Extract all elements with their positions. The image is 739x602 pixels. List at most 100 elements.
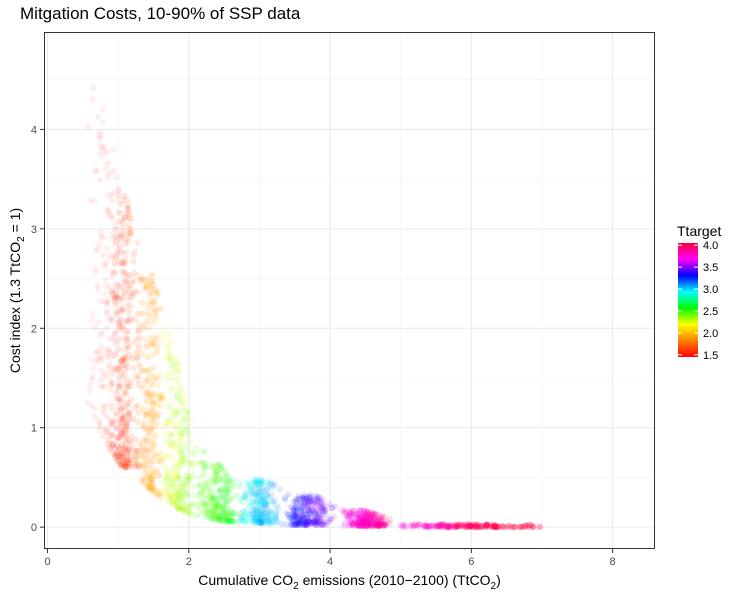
data-point bbox=[124, 399, 131, 406]
data-point bbox=[139, 442, 146, 450]
data-point bbox=[221, 481, 229, 488]
data-point bbox=[499, 523, 506, 531]
data-point bbox=[372, 514, 380, 521]
data-point bbox=[211, 511, 218, 519]
data-point bbox=[107, 431, 115, 438]
data-point bbox=[118, 430, 125, 437]
data-point bbox=[110, 451, 117, 458]
data-point bbox=[209, 516, 216, 523]
data-point bbox=[103, 308, 110, 315]
data-point bbox=[356, 515, 364, 522]
data-point bbox=[91, 198, 99, 205]
data-point bbox=[191, 450, 198, 457]
data-point bbox=[353, 514, 361, 522]
data-point bbox=[356, 522, 363, 529]
data-point bbox=[128, 279, 136, 287]
data-point bbox=[357, 516, 364, 523]
data-point bbox=[379, 520, 386, 528]
data-point bbox=[258, 497, 266, 504]
data-point bbox=[146, 473, 154, 481]
data-point bbox=[125, 351, 132, 359]
data-point bbox=[132, 456, 139, 463]
data-point bbox=[143, 398, 150, 405]
data-point bbox=[354, 522, 361, 529]
data-point bbox=[266, 518, 273, 525]
data-point bbox=[413, 521, 421, 528]
data-point bbox=[147, 465, 155, 473]
data-point bbox=[141, 325, 148, 332]
data-point bbox=[492, 523, 500, 530]
data-point bbox=[518, 523, 526, 530]
data-point bbox=[155, 395, 162, 402]
data-point bbox=[115, 186, 122, 193]
data-point bbox=[300, 500, 308, 507]
data-point bbox=[217, 513, 224, 520]
data-point bbox=[189, 449, 197, 456]
data-point bbox=[258, 514, 265, 521]
data-point bbox=[349, 507, 356, 514]
data-point bbox=[118, 423, 125, 431]
data-point bbox=[252, 506, 260, 514]
data-point bbox=[363, 512, 371, 519]
data-point bbox=[343, 508, 350, 515]
data-point bbox=[424, 523, 431, 531]
data-point bbox=[258, 519, 266, 527]
data-point bbox=[308, 498, 315, 505]
data-point bbox=[264, 518, 271, 525]
data-point bbox=[354, 512, 361, 519]
data-point bbox=[292, 513, 299, 520]
data-point bbox=[131, 404, 139, 411]
data-point bbox=[215, 513, 222, 520]
data-point bbox=[435, 522, 442, 530]
data-point bbox=[296, 516, 303, 523]
data-point bbox=[202, 503, 210, 510]
data-point bbox=[84, 123, 92, 130]
data-point bbox=[106, 433, 114, 440]
data-point bbox=[397, 522, 404, 530]
data-point bbox=[359, 518, 367, 525]
data-point bbox=[294, 519, 302, 526]
data-point bbox=[155, 471, 163, 479]
data-point bbox=[110, 167, 118, 174]
data-point bbox=[229, 518, 236, 525]
data-point bbox=[364, 521, 372, 528]
data-point bbox=[326, 516, 333, 524]
data-point bbox=[97, 142, 104, 149]
data-point bbox=[303, 515, 310, 522]
data-point bbox=[372, 510, 379, 518]
data-point bbox=[115, 444, 122, 452]
data-point bbox=[94, 282, 101, 289]
data-point bbox=[248, 511, 255, 518]
data-point bbox=[468, 522, 475, 530]
data-point bbox=[145, 475, 152, 483]
data-point bbox=[305, 518, 312, 525]
data-point bbox=[112, 255, 119, 262]
data-point bbox=[148, 483, 155, 490]
data-point bbox=[491, 523, 498, 530]
data-point bbox=[116, 218, 123, 225]
data-point bbox=[273, 502, 280, 509]
data-point bbox=[159, 485, 166, 492]
data-point bbox=[104, 191, 111, 199]
data-point bbox=[299, 502, 306, 510]
data-point bbox=[153, 449, 161, 457]
data-point bbox=[364, 509, 371, 516]
data-point bbox=[170, 496, 177, 503]
data-point bbox=[144, 484, 151, 491]
data-point bbox=[145, 448, 152, 456]
data-point bbox=[285, 491, 292, 498]
data-point bbox=[150, 313, 158, 320]
data-point bbox=[257, 519, 265, 526]
data-point bbox=[179, 429, 186, 437]
data-point bbox=[215, 501, 222, 508]
data-point bbox=[174, 393, 181, 400]
data-point bbox=[225, 518, 233, 525]
data-point bbox=[345, 514, 352, 521]
data-point bbox=[259, 500, 267, 508]
data-point bbox=[278, 520, 285, 527]
data-point bbox=[121, 426, 128, 433]
data-point bbox=[179, 430, 186, 437]
data-point bbox=[147, 411, 155, 418]
data-point bbox=[367, 522, 375, 530]
data-point bbox=[292, 509, 299, 516]
